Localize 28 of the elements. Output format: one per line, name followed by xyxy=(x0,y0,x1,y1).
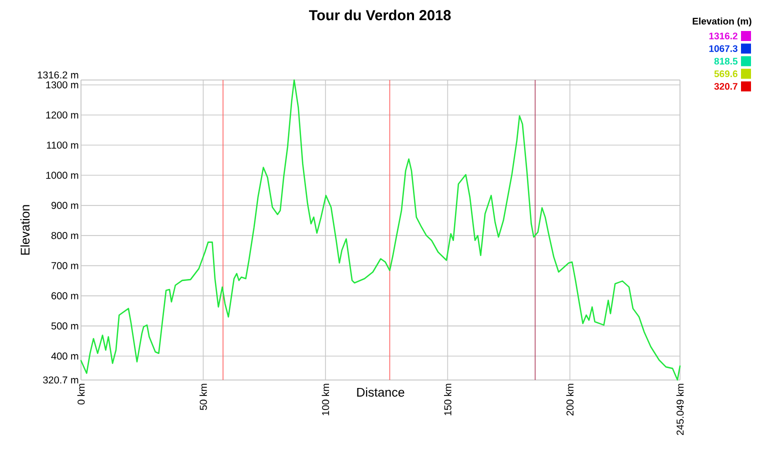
y-tick-label: 500 m xyxy=(51,322,78,330)
x-tick-label: 50 km xyxy=(200,384,207,410)
x-tick-label: 245.049 km xyxy=(676,384,684,435)
x-tick-label: 150 km xyxy=(444,384,452,416)
y-tick-label: 1000 m xyxy=(46,172,78,179)
y-tick-label: 1100 m xyxy=(46,142,78,149)
x-tick-label: 200 km xyxy=(566,384,574,416)
color-bar-label: 1316.2 xyxy=(709,32,738,40)
chart-title: Tour du Verdon 2018 xyxy=(308,10,451,20)
color-bar-label: 818.5 xyxy=(714,58,738,65)
y-axis-title: Elevation xyxy=(20,205,30,255)
color-bar-label: 320.7 xyxy=(714,83,738,90)
y-tick-label: 400 m xyxy=(51,352,78,360)
line-series xyxy=(80,79,681,381)
x-axis-title: Distance xyxy=(357,388,404,397)
x-tick-label: 0 km xyxy=(77,384,85,404)
y-tick-label: 320.7 m xyxy=(43,376,78,384)
y-tick-label: 1200 m xyxy=(46,111,78,119)
y-tick-label: 800 m xyxy=(51,232,78,240)
y-tick-label: 900 m xyxy=(51,202,78,209)
x-tick-label: 100 km xyxy=(322,384,330,416)
color-bar-label: 1067.3 xyxy=(709,45,738,52)
y-tick-label: 1316.2 m xyxy=(38,71,78,79)
y-tick-label: 600 m xyxy=(52,292,78,300)
y-tick-label: 1300 m xyxy=(46,81,78,88)
y-tick-label: 700 m xyxy=(52,262,78,270)
color-bar-title: Elevation (m) xyxy=(692,18,752,26)
color-bar-label: 569.6 xyxy=(714,70,738,78)
